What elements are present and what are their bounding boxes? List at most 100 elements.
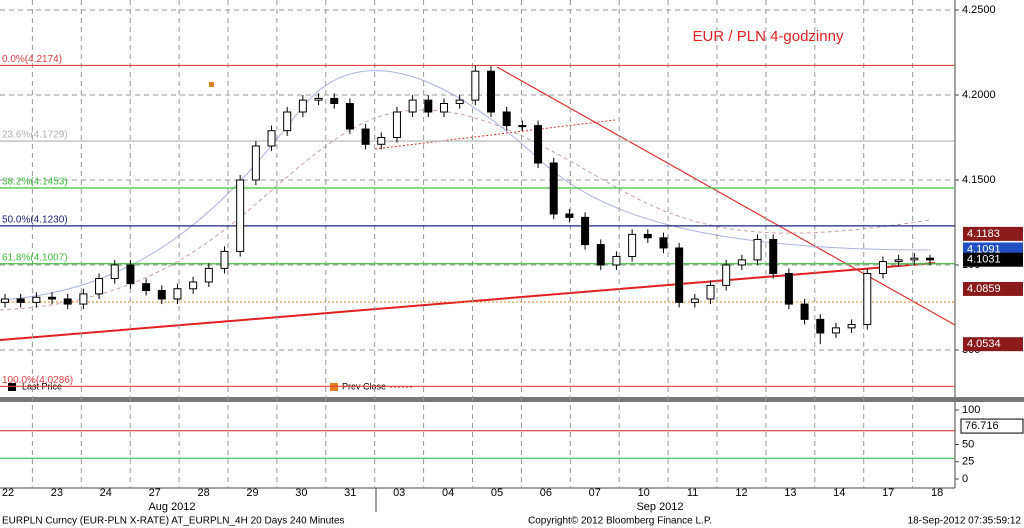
- candle-body: [722, 264, 731, 286]
- candle-body: [377, 137, 386, 145]
- x-tick-label: 29: [246, 487, 258, 499]
- candle-body: [534, 125, 543, 164]
- plot-bg: [0, 0, 955, 397]
- rsi-tag-label: 76.716: [965, 420, 999, 432]
- x-tick-label: 03: [393, 487, 405, 499]
- candle-body: [784, 272, 793, 305]
- candle-body: [565, 213, 574, 218]
- candle-body: [392, 111, 401, 139]
- y-tick-label: 4.1500: [962, 174, 996, 186]
- x-tick-label: 24: [100, 487, 112, 499]
- price-tag: [963, 226, 1023, 241]
- candle-body: [612, 255, 621, 266]
- fib-label: 0.0%(4.2174): [2, 54, 62, 65]
- candle-body: [455, 99, 464, 105]
- candle-body: [345, 103, 354, 130]
- price-tag-label: 4.1183: [967, 228, 1000, 240]
- candle-body: [251, 145, 260, 181]
- candle-body: [1, 298, 9, 303]
- candle-body: [737, 259, 746, 266]
- footer-center: Copyright© 2012 Bloomberg Finance L.P.: [528, 516, 712, 527]
- fib-label: 61.8%(4.1007): [2, 252, 68, 263]
- candle-body: [596, 244, 605, 266]
- price-tag: [963, 281, 1023, 296]
- x-tick-label: 22: [2, 487, 14, 499]
- candle-body: [628, 233, 637, 257]
- price-tag-label: 4.1091: [967, 243, 1001, 255]
- x-tick-label: 10: [638, 487, 650, 499]
- price-tag-label: 4.0859: [967, 283, 1001, 295]
- fib-label: 23.6%(4.1729): [2, 130, 68, 141]
- candle-body: [800, 303, 809, 320]
- candle-body: [267, 130, 276, 147]
- candle-body: [157, 289, 166, 300]
- trend-line: [374, 119, 616, 150]
- candle-body: [283, 111, 292, 132]
- fib-label: 50.0%(4.1230): [2, 215, 68, 226]
- price-tag-label: 4.1031: [967, 254, 1001, 266]
- month-label: Sep 2012: [636, 501, 683, 513]
- candle-body: [847, 323, 856, 329]
- candle-body: [220, 250, 229, 269]
- candle-body: [95, 278, 104, 295]
- candle-body: [816, 318, 825, 334]
- trend-line: [0, 262, 936, 341]
- x-tick-label: 14: [833, 487, 845, 499]
- candle-body: [173, 288, 182, 300]
- x-tick-label: 13: [784, 487, 796, 499]
- candle-body: [910, 257, 919, 261]
- x-tick-label: 05: [491, 487, 503, 499]
- candle-body: [863, 272, 872, 325]
- candle-body: [471, 70, 480, 101]
- x-tick-label: 17: [882, 487, 894, 499]
- moving-average: [0, 109, 931, 311]
- candle-body: [581, 216, 590, 246]
- candle-body: [878, 261, 887, 274]
- candle-body: [63, 298, 72, 305]
- x-tick-label: 06: [540, 487, 552, 499]
- trend-line: [496, 66, 956, 326]
- candle-body: [204, 267, 213, 283]
- footer-right: 18-Sep-2012 07:35:59:12: [908, 516, 1022, 527]
- y-tick-label: 25: [962, 456, 974, 468]
- x-tick-label: 28: [197, 487, 209, 499]
- y-tick-label: 50: [962, 438, 974, 450]
- x-tick-label: 27: [149, 487, 161, 499]
- candle-body: [549, 162, 558, 215]
- candle-body: [675, 247, 684, 303]
- legend-swatch: [330, 383, 338, 391]
- candle-body: [32, 296, 41, 303]
- legend-swatch: [8, 383, 16, 391]
- candle-body: [643, 233, 652, 239]
- candle-body: [769, 238, 778, 274]
- candle-body: [502, 111, 511, 127]
- candle-body: [926, 257, 934, 261]
- candle-body: [361, 128, 370, 145]
- candle-body: [298, 99, 307, 113]
- x-tick-label: 18: [931, 487, 943, 499]
- x-tick-label: 23: [51, 487, 63, 499]
- y-tick-label: 100: [962, 404, 980, 416]
- candle-body: [894, 259, 903, 263]
- footer-left: EURPLN Curncy (EUR-PLN X-RATE) AT_EURPLN…: [2, 516, 345, 527]
- candle-body: [439, 103, 448, 113]
- price-tag: [963, 337, 1023, 352]
- candle-body: [189, 281, 198, 290]
- x-tick-label: 31: [344, 487, 356, 499]
- candle-body: [110, 264, 119, 280]
- candle-body: [659, 237, 668, 249]
- candle-body: [706, 284, 715, 300]
- candle-body: [690, 298, 699, 303]
- candle-body: [79, 293, 88, 305]
- x-tick-label: 07: [589, 487, 601, 499]
- chart-title: EUR / PLN 4-godzinny: [693, 28, 844, 45]
- x-tick-label: 12: [735, 487, 747, 499]
- candle-body: [753, 238, 762, 261]
- price-tag-label: 4.0534: [967, 338, 1001, 350]
- candle-body: [831, 327, 840, 334]
- candle-body: [518, 125, 527, 128]
- fib-label: 38.2%(4.1453): [2, 177, 68, 188]
- month-label: Aug 2012: [148, 501, 195, 513]
- x-tick-label: 11: [687, 487, 698, 499]
